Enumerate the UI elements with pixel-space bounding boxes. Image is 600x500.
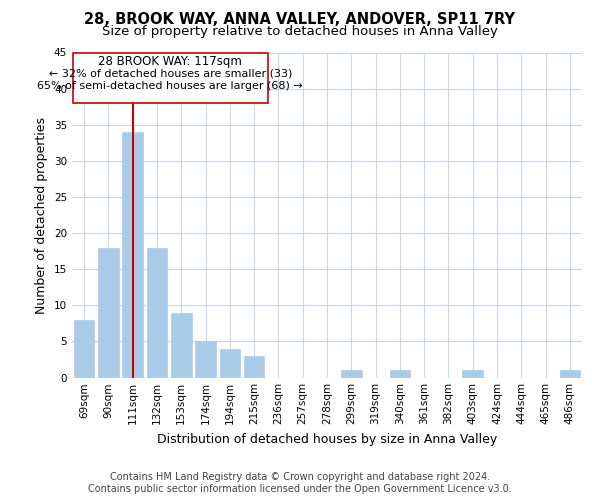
Bar	[220, 348, 240, 378]
Bar	[98, 248, 119, 378]
Bar	[560, 370, 580, 378]
Bar	[146, 248, 167, 378]
Text: 28, BROOK WAY, ANNA VALLEY, ANDOVER, SP11 7RY: 28, BROOK WAY, ANNA VALLEY, ANDOVER, SP1…	[85, 12, 515, 28]
Text: Size of property relative to detached houses in Anna Valley: Size of property relative to detached ho…	[102, 25, 498, 38]
Bar	[389, 370, 410, 378]
Text: 28 BROOK WAY: 117sqm: 28 BROOK WAY: 117sqm	[98, 54, 242, 68]
Y-axis label: Number of detached properties: Number of detached properties	[35, 116, 49, 314]
Bar	[244, 356, 265, 378]
Bar	[171, 312, 191, 378]
Text: 65% of semi-detached houses are larger (68) →: 65% of semi-detached houses are larger (…	[37, 82, 303, 92]
Text: ← 32% of detached houses are smaller (33): ← 32% of detached houses are smaller (33…	[49, 68, 292, 78]
Text: Contains HM Land Registry data © Crown copyright and database right 2024.
Contai: Contains HM Land Registry data © Crown c…	[88, 472, 512, 494]
Bar	[195, 342, 216, 378]
Bar	[74, 320, 94, 378]
Bar	[122, 132, 143, 378]
FancyBboxPatch shape	[73, 52, 268, 103]
Bar	[341, 370, 362, 378]
X-axis label: Distribution of detached houses by size in Anna Valley: Distribution of detached houses by size …	[157, 433, 497, 446]
Bar	[463, 370, 483, 378]
